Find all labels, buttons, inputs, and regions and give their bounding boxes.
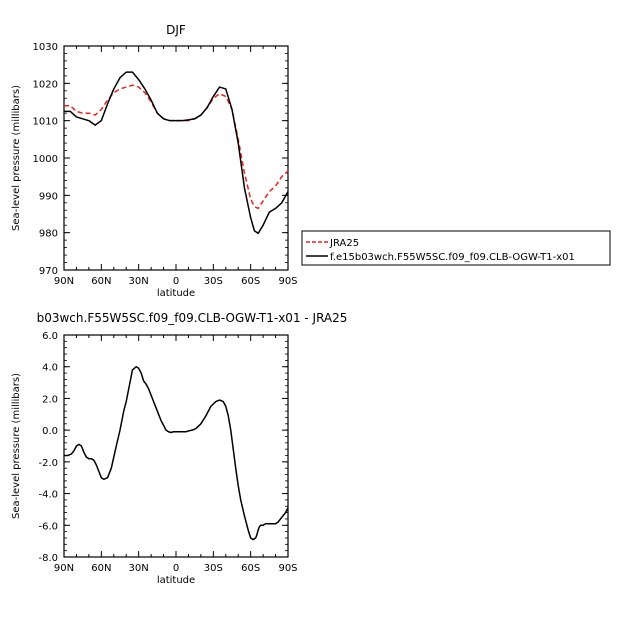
y-tick-label: -8.0 [38, 553, 58, 564]
x-tick-label: 60N [91, 276, 111, 287]
y-tick-label: 0.0 [42, 426, 58, 437]
x-tick-label: 90N [54, 563, 74, 574]
y-tick-label: 1030 [33, 42, 58, 53]
y-tick-label: 990 [39, 191, 58, 202]
chart-title: DJF [166, 23, 186, 37]
x-tick-label: 60S [241, 276, 260, 287]
y-tick-label: 980 [39, 229, 58, 240]
legend-box [301, 230, 611, 266]
x-tick-label: 30S [204, 563, 223, 574]
x-tick-label: 90S [278, 276, 297, 287]
y-axis-label: Sea-level pressure (millibars) [11, 85, 22, 231]
legend-entry: JRA25 [329, 238, 359, 249]
x-tick-label: 30N [129, 563, 149, 574]
x-tick-label: 30S [204, 276, 223, 287]
x-tick-label: 0 [173, 563, 179, 574]
y-tick-label: 1010 [33, 117, 58, 128]
plot-frame [63, 334, 289, 558]
series-line-0 [64, 365, 289, 541]
y-tick-label: 1020 [33, 79, 58, 90]
y-tick-label: 1000 [33, 154, 58, 165]
legend-entry: f.e15b03wch.F55W5SC.f09_f09.CLB-OGW-T1-x… [330, 252, 575, 263]
y-tick-label: -6.0 [38, 521, 58, 532]
y-tick-label: 6.0 [42, 331, 58, 342]
chart-title: b03wch.F55W5SC.f09_f09.CLB-OGW-T1-x01 - … [37, 311, 348, 325]
y-tick-label: 970 [39, 266, 58, 277]
bottom-panel-difference: b03wch.F55W5SC.f09_f09.CLB-OGW-T1-x01 - … [11, 311, 347, 586]
x-axis-label: latitude [157, 575, 195, 586]
y-tick-label: 2.0 [42, 394, 58, 405]
y-tick-label: -2.0 [38, 458, 58, 469]
x-tick-label: 90S [278, 563, 297, 574]
series-line-0 [64, 84, 289, 210]
top-panel-djf: DJF 90N 60N 30N 0 30S 60S 90S 970 980 990 1000 1010 1… [11, 23, 298, 299]
plot-frame [63, 45, 289, 271]
x-tick-label: 30N [129, 276, 149, 287]
y-tick-label: -4.0 [38, 490, 58, 501]
x-tick-label: 0 [173, 276, 179, 287]
x-tick-label: 60S [241, 563, 260, 574]
x-tick-label: 90N [54, 276, 74, 287]
y-tick-label: 4.0 [42, 363, 58, 374]
legend: JRA25 f.e15b03wch.F55W5SC.f09_f09.CLB-OGW… [301, 230, 611, 266]
x-tick-label: 60N [91, 563, 111, 574]
series-line-1 [64, 71, 289, 235]
x-axis-label: latitude [157, 288, 195, 299]
y-axis-label: Sea-level pressure (millibars) [11, 373, 22, 519]
